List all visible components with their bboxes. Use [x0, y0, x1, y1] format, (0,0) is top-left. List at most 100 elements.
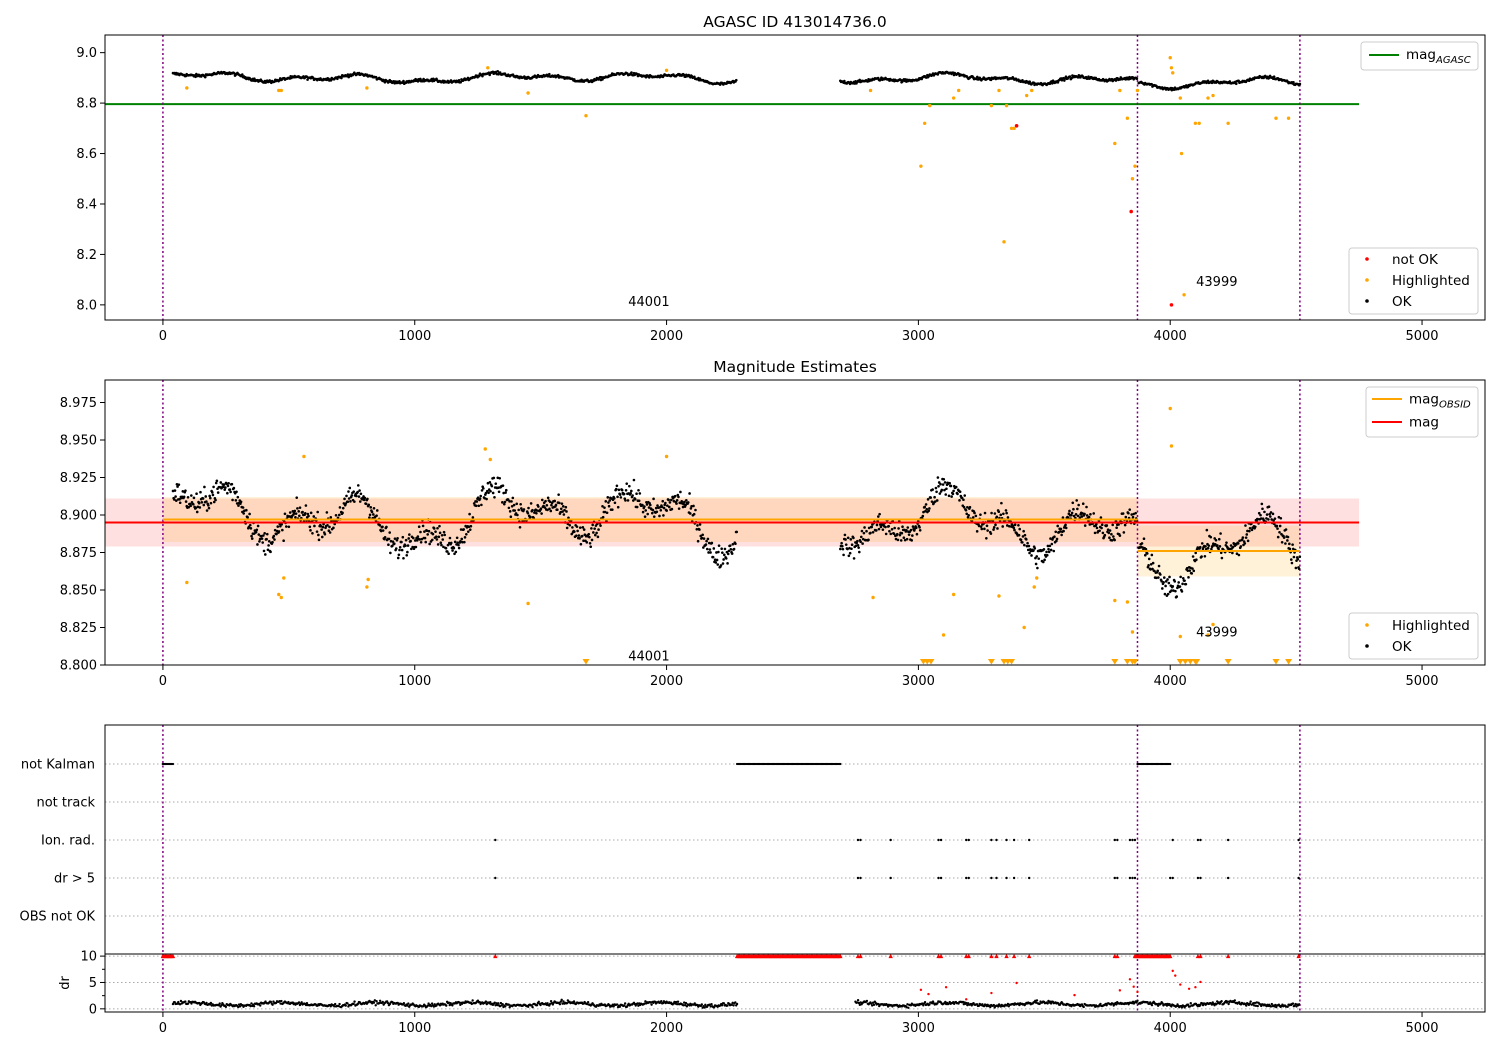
ok-point — [660, 505, 664, 509]
dr-point — [430, 1002, 434, 1005]
dr-point — [572, 1000, 576, 1003]
ok-point — [1245, 533, 1249, 536]
ok-point — [1108, 536, 1111, 539]
dr-point — [1170, 1005, 1173, 1008]
ok-point — [575, 525, 579, 528]
ok-point — [941, 483, 945, 486]
ok-point — [732, 547, 736, 551]
ok-point — [1081, 512, 1084, 515]
ok-point — [548, 500, 552, 504]
ok-point — [989, 532, 993, 535]
ok-point — [1231, 551, 1234, 555]
ok-point — [1298, 82, 1302, 86]
ok-point — [423, 530, 426, 533]
dr-point — [249, 1004, 252, 1008]
ok-point — [859, 540, 862, 544]
ok-point — [862, 531, 866, 535]
ok-point — [641, 503, 644, 507]
ok-point — [175, 482, 179, 486]
ok-point — [510, 504, 514, 508]
ok-point — [282, 539, 285, 543]
ok-point — [436, 526, 439, 530]
ok-point — [1013, 523, 1017, 527]
ok-point — [451, 549, 454, 552]
ok-point — [287, 525, 291, 529]
dr-point — [1255, 1001, 1259, 1004]
ok-point — [316, 510, 319, 514]
ok-point — [1117, 523, 1120, 526]
ok-point — [679, 490, 682, 494]
ok-point — [320, 528, 323, 531]
ok-point — [1164, 580, 1168, 583]
ok-point — [356, 484, 360, 487]
ok-point — [279, 524, 282, 528]
ok-point — [320, 535, 324, 539]
ok-point — [1244, 524, 1247, 527]
dr-point — [709, 1005, 712, 1008]
ok-point — [554, 503, 558, 507]
ok-point — [1123, 523, 1127, 527]
ok-point — [721, 562, 725, 565]
dr-point — [1136, 999, 1139, 1002]
dr-point — [337, 1004, 340, 1008]
ok-point — [878, 512, 881, 516]
ok-point — [658, 514, 661, 518]
ok-point — [960, 496, 964, 500]
ok-point — [688, 512, 692, 515]
ok-point — [545, 504, 549, 507]
ok-point — [1176, 586, 1179, 590]
dr-point — [1297, 1003, 1301, 1006]
ok-point — [1026, 541, 1029, 545]
ok-point — [924, 503, 928, 506]
ok-point — [1001, 525, 1005, 528]
ok-point — [841, 547, 845, 551]
dr-point — [218, 1002, 221, 1005]
ok-point — [622, 492, 626, 496]
ok-point — [240, 73, 244, 76]
ok-point — [463, 536, 467, 539]
ok-point — [631, 499, 635, 502]
ok-point — [491, 491, 495, 495]
below-range-marker — [1224, 659, 1232, 665]
ok-point — [1076, 514, 1080, 518]
ok-point — [910, 539, 913, 542]
ok-point — [847, 554, 851, 558]
ok-point — [271, 540, 274, 544]
ok-point — [630, 489, 633, 493]
ok-point — [1277, 515, 1281, 519]
ok-point — [896, 538, 900, 542]
ok-point — [237, 504, 240, 507]
highlighted-point — [584, 114, 588, 118]
ok-point — [1231, 545, 1235, 549]
dr-point — [305, 1001, 309, 1005]
ok-point — [616, 495, 619, 499]
highlighted-point — [1211, 622, 1215, 627]
legend-marker — [1365, 644, 1369, 648]
ok-point — [995, 515, 999, 519]
highlighted-point — [486, 66, 490, 70]
highlighted-point — [366, 577, 370, 582]
ok-point — [683, 500, 686, 504]
ok-point — [624, 499, 627, 502]
highlighted-point — [871, 595, 875, 600]
ok-point — [374, 75, 378, 79]
ok-point — [235, 490, 238, 494]
ok-point — [979, 525, 983, 528]
ok-point — [1294, 566, 1298, 570]
ok-point — [1022, 529, 1025, 533]
ok-point — [1172, 589, 1175, 592]
ok-point — [1170, 589, 1173, 592]
highlighted-point — [1118, 88, 1122, 93]
ok-point — [918, 528, 922, 532]
ok-point — [963, 494, 967, 497]
ok-point — [993, 512, 997, 515]
ok-point — [582, 528, 586, 531]
ok-point — [1268, 512, 1271, 516]
ok-point — [387, 543, 390, 547]
ok-point — [709, 551, 712, 554]
ok-point — [1112, 535, 1115, 538]
ok-point — [997, 510, 1001, 513]
ok-point — [1024, 538, 1028, 541]
ok-point — [669, 498, 673, 502]
dr-point — [1135, 1001, 1138, 1004]
